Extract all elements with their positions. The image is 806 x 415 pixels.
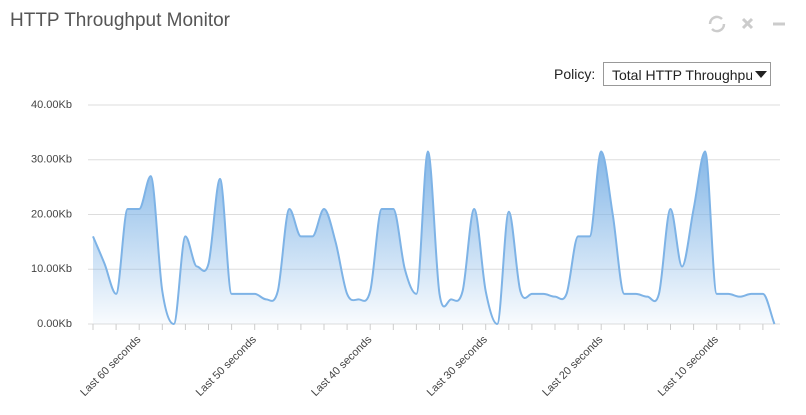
policy-label: Policy:: [554, 66, 596, 82]
x-tick-label: Last 60 seconds: [78, 333, 143, 398]
y-tick-label: 10.00Kb: [31, 263, 72, 275]
y-tick-label: 40.00Kb: [31, 99, 72, 111]
refresh-icon[interactable]: [708, 15, 726, 33]
dropdown-arrow: [755, 71, 767, 78]
x-tick-label: Last 50 seconds: [194, 333, 259, 398]
widget-title: HTTP Throughput Monitor: [10, 10, 231, 31]
y-tick-label: 20.00Kb: [31, 208, 72, 220]
area-fill: [93, 151, 775, 324]
y-tick-label: 0.00Kb: [37, 318, 72, 330]
x-tick-label: Last 30 seconds: [425, 333, 490, 398]
x-tick-label: Last 40 seconds: [309, 333, 374, 398]
x-tick-label: Last 20 seconds: [540, 333, 605, 398]
window-controls: [708, 15, 785, 33]
area-line: [92, 150, 776, 326]
y-tick-label: 30.00Kb: [31, 154, 72, 166]
close-icon[interactable]: [741, 17, 754, 30]
policy-select[interactable]: Total HTTP Throughput: [603, 62, 771, 86]
x-tick-label: Last 10 seconds: [656, 333, 721, 398]
policy-value: Total HTTP Throughput: [612, 67, 752, 83]
